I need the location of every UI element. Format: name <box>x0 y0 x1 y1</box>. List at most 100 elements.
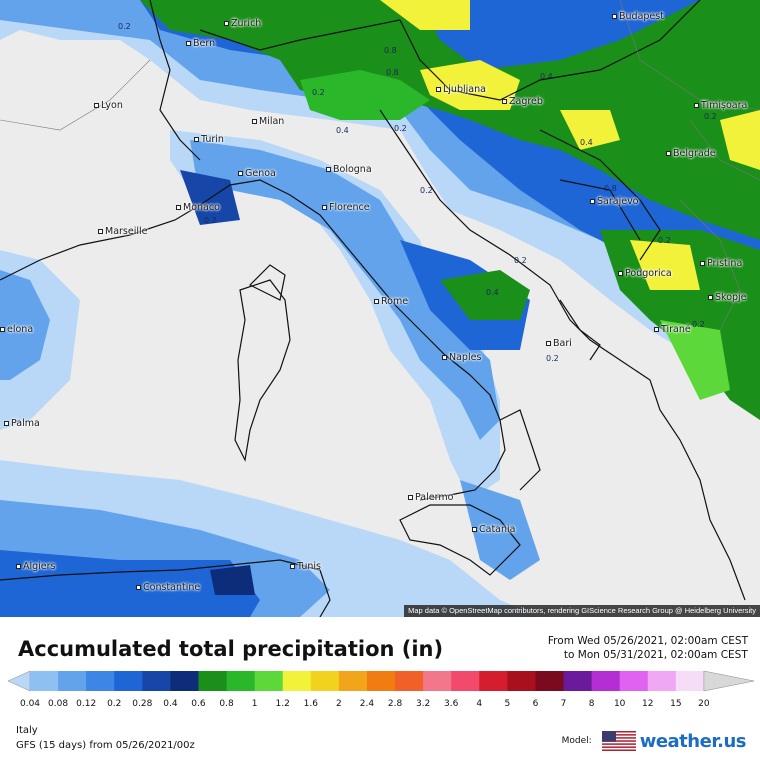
colorbar-swatch <box>58 671 87 691</box>
colorbar-tick-label: 0.04 <box>19 699 41 709</box>
colorbar-max-arrow <box>703 670 754 692</box>
city-label-rome: Rome <box>374 296 408 307</box>
contour-label: 0.2 <box>546 354 559 363</box>
city-label-monaco: Monaco <box>176 202 220 213</box>
city-label-podgorica: Podgorica <box>618 268 672 279</box>
colorbar-swatch <box>423 671 452 691</box>
colorbar-swatch <box>114 671 143 691</box>
contour-label: 0.8 <box>384 46 397 55</box>
city-label-palma: Palma <box>4 418 40 429</box>
period-from: From Wed 05/26/2021, 02:00am CEST <box>547 635 748 647</box>
colorbar-tick-label: 1.6 <box>303 699 318 709</box>
contour-label: 0.8 <box>386 68 399 77</box>
contour-label: 0.2 <box>394 124 407 133</box>
colorbar-swatch <box>142 671 171 691</box>
colorbar-swatch <box>30 671 59 691</box>
map-title: Accumulated total precipitation (in) <box>18 637 444 661</box>
colorbar-tick-label: 2 <box>336 699 342 709</box>
colorbar-tick-label: 1 <box>251 699 258 709</box>
city-label-catania: Catania <box>472 524 515 535</box>
colorbar-tick-label: 7 <box>560 699 567 709</box>
colorbar-tick-label: 0.28 <box>132 699 153 709</box>
city-label-bern: Bern <box>186 38 215 49</box>
colorbar-tick-label: 3.6 <box>444 699 459 709</box>
colorbar-swatch <box>338 671 368 691</box>
colorbar-swatch <box>170 671 199 691</box>
city-label-naples: Naples <box>442 352 481 363</box>
city-label-genoa: Genoa <box>238 168 276 179</box>
brand: Model: weather.us <box>561 730 747 752</box>
contour-label: 0.4 <box>540 72 553 81</box>
colorbar-swatch <box>591 671 621 691</box>
city-label-barcelona: elona <box>0 324 33 335</box>
city-label-bologna: Bologna <box>326 164 372 175</box>
city-label-pristina: Pristina <box>700 258 742 269</box>
colorbar-tick-label: 2.8 <box>387 699 403 709</box>
colorbar-tick-label: 0.12 <box>76 699 97 709</box>
colorbar-swatch <box>226 671 256 691</box>
colorbar-tick-label: 12 <box>642 699 654 709</box>
colorbar-swatch <box>86 671 115 691</box>
period-to: to Mon 05/31/2021, 02:00am CEST <box>563 649 748 661</box>
city-label-timisoara: Timișoara <box>694 100 747 111</box>
city-label-tirane: Tiranë <box>654 324 691 335</box>
colorbar-tick-label: 1.2 <box>275 699 290 709</box>
contour-label: 0.2 <box>658 236 671 245</box>
map-attribution: Map data © OpenStreetMap contributors, r… <box>404 605 760 617</box>
colorbar-tick-label: 5 <box>504 699 511 709</box>
weather-us-logo[interactable]: weather.us <box>639 730 747 752</box>
contour-label: 0.8 <box>604 184 617 193</box>
contour-label: 0.2 <box>420 186 433 195</box>
legend-footer: Accumulated total precipitation (in) Fro… <box>0 617 760 760</box>
colorbar-tick-label: 0.6 <box>191 699 206 709</box>
colorbar-tick-label: 10 <box>613 699 626 709</box>
contour-label: 0.2 <box>204 216 217 225</box>
colorbar <box>8 670 754 692</box>
contour-label: 0.2 <box>312 88 325 97</box>
colorbar-tick-label: 0.4 <box>163 699 178 709</box>
city-label-turin: Turin <box>194 134 224 145</box>
us-flag-icon <box>601 731 636 751</box>
city-label-algiers: Algiers <box>16 561 56 572</box>
contour-label: 0.4 <box>486 288 499 297</box>
region-name: Italy <box>16 725 38 736</box>
colorbar-swatch <box>254 671 284 691</box>
city-label-budapest: Budapest <box>612 11 664 22</box>
colorbar-swatch <box>310 671 340 691</box>
map-canvas <box>0 0 760 617</box>
model-label: Model: <box>561 736 592 746</box>
city-label-constantine: Constantine <box>136 582 200 593</box>
colorbar-swatch <box>647 671 677 691</box>
model-run-info: GFS (15 days) from 05/26/2021/00z <box>16 740 195 751</box>
city-label-lyon: Lyon <box>94 100 123 111</box>
colorbar-swatch <box>282 671 312 691</box>
colorbar-tick-label: 8 <box>588 699 595 709</box>
colorbar-tick-label: 3.2 <box>415 699 431 709</box>
colorbar-tick-label: 6 <box>532 699 539 709</box>
city-label-ljubljana: Ljubljana <box>436 84 486 95</box>
colorbar-swatch <box>395 671 424 691</box>
colorbar-swatch <box>675 671 705 691</box>
city-label-tunis: Tunis <box>290 561 321 572</box>
contour-label: 0.2 <box>704 112 717 121</box>
colorbar-tick-label: 20 <box>698 699 710 709</box>
time-period: From Wed 05/26/2021, 02:00am CEST to Mon… <box>548 634 748 662</box>
contour-label: 0.4 <box>580 138 593 147</box>
colorbar-swatch <box>198 671 228 691</box>
city-label-zurich: Zurich <box>224 18 261 29</box>
city-label-zagreb: Zagreb <box>502 96 543 107</box>
colorbar-tick-label: 0.08 <box>48 699 69 709</box>
contour-label: 0.2 <box>514 256 527 265</box>
colorbar-swatch <box>619 671 649 691</box>
colorbar-swatch <box>479 671 508 691</box>
contour-label: 0.2 <box>692 320 705 329</box>
colorbar-min-arrow <box>8 670 31 692</box>
city-label-bari: Bari <box>546 338 572 349</box>
city-label-belgrade: Belgrade <box>666 148 716 159</box>
colorbar-ticks: 0.04 0.08 0.12 0.2 0.28 0.4 0.6 0.8 1 1.2 1.6 2 2.4 2… <box>0 699 760 711</box>
colorbar-tick-label: 2.4 <box>359 699 375 709</box>
city-label-milan: Milan <box>252 116 284 127</box>
colorbar-tick-label: 4 <box>476 699 483 709</box>
colorbar-swatch <box>507 671 536 691</box>
precipitation-map[interactable]: Zurich Budapest Bern Lyon Milan Ljubljan… <box>0 0 760 617</box>
